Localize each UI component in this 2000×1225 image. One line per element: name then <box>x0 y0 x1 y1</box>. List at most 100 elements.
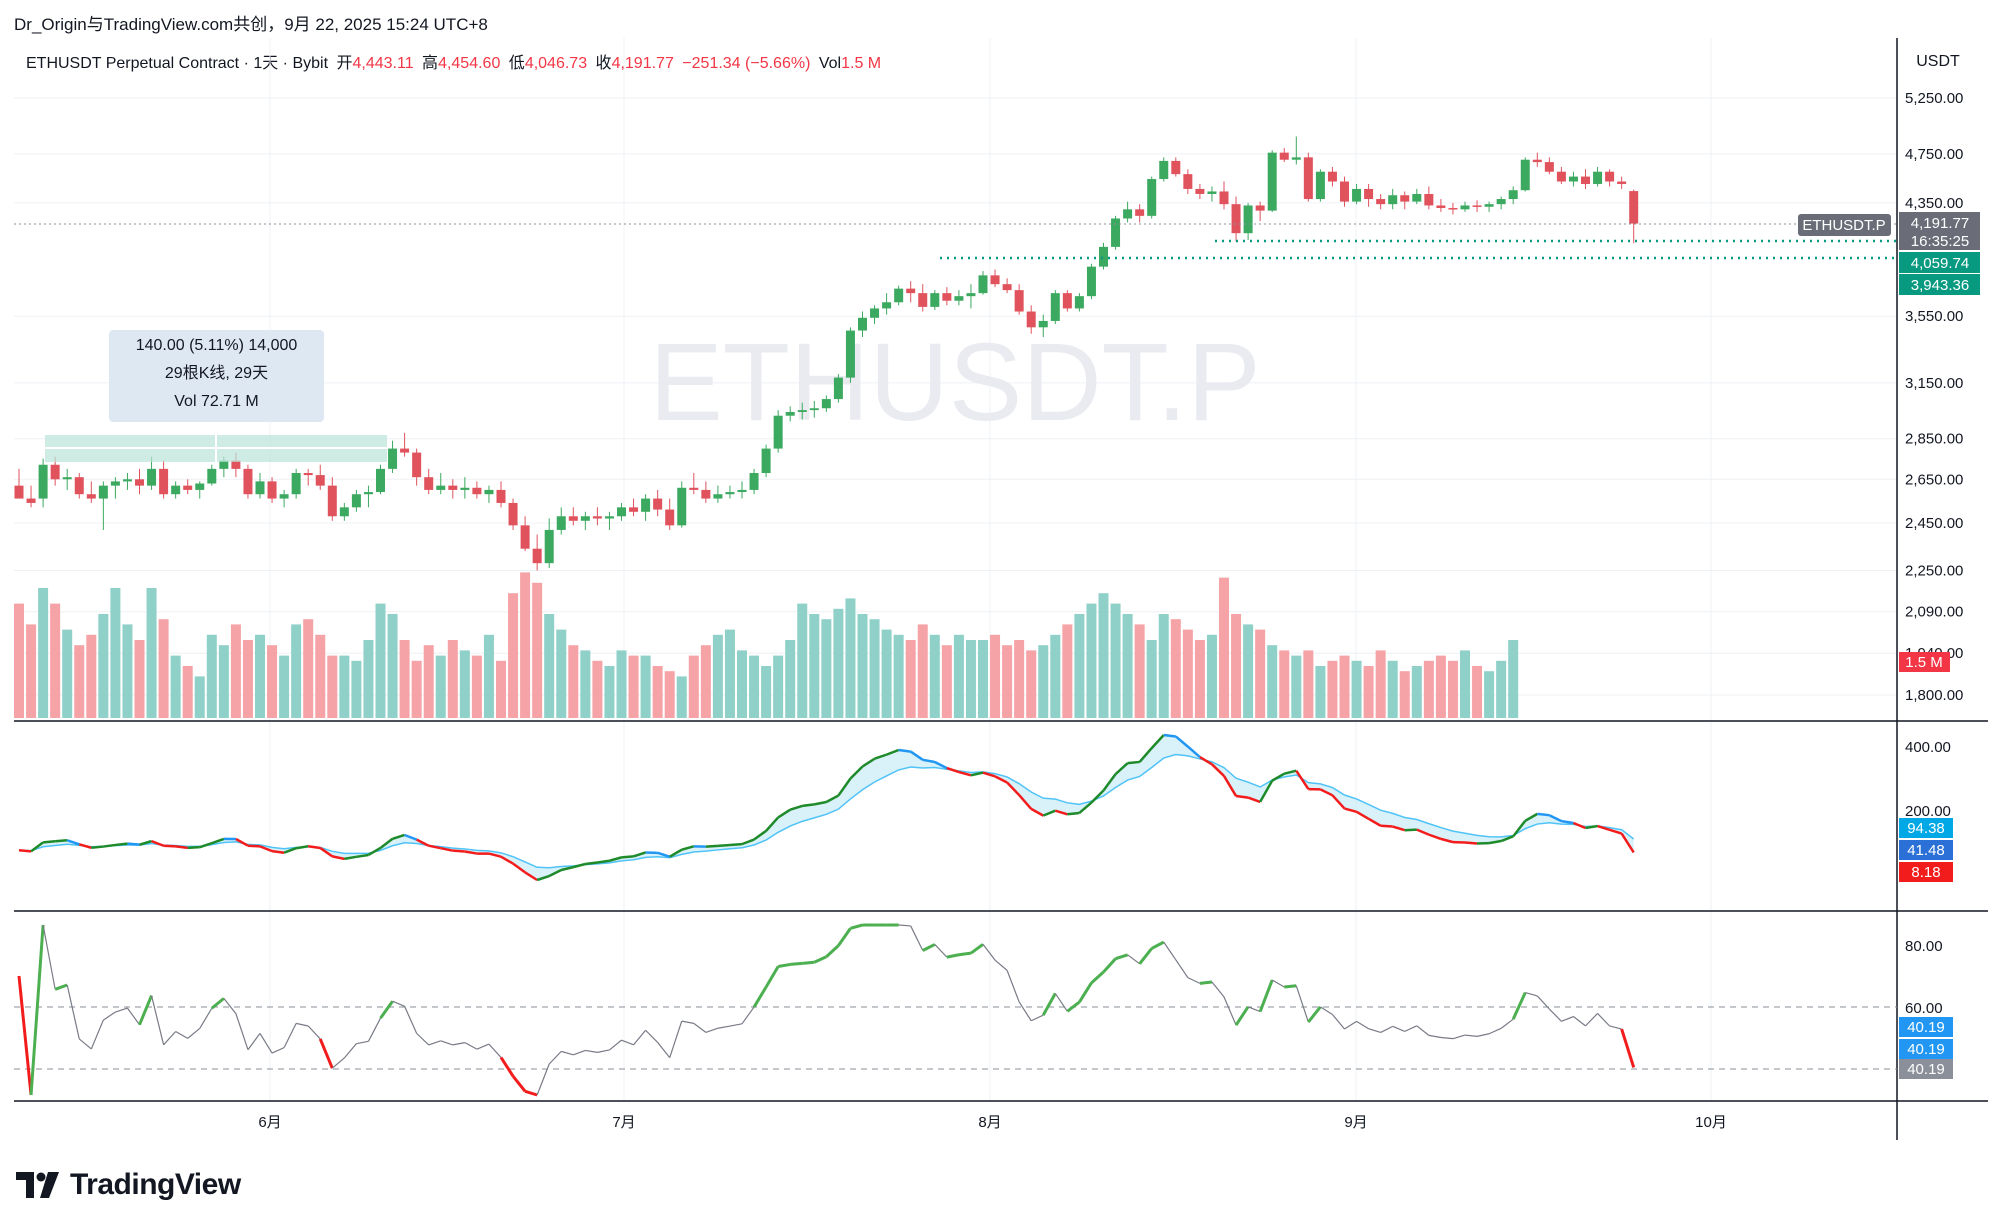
candlesticks <box>14 136 1639 571</box>
osc1-fast-segment <box>1127 760 1140 765</box>
volume-bar <box>483 634 494 718</box>
osc2-segment <box>488 1043 502 1058</box>
osc1-fast-segment <box>259 845 273 853</box>
osc2-segment <box>163 1031 177 1046</box>
osc2-segment <box>1609 1025 1622 1030</box>
candle-body <box>1315 171 1325 200</box>
candle-body <box>388 448 398 469</box>
candle-body <box>424 477 434 490</box>
candle-body <box>508 502 518 526</box>
tradingview-logo[interactable]: TradingView <box>16 1168 241 1202</box>
measure-tooltip: 140.00 (5.11%) 14,000 29根K线, 29天 Vol 72.… <box>109 330 324 422</box>
level2-value: 3,943.36 <box>1911 277 1969 294</box>
candle-body <box>1436 205 1446 209</box>
osc1-fast-segment <box>271 849 285 854</box>
volume-bar <box>291 624 302 718</box>
osc2-segment <box>1368 1028 1381 1033</box>
osc1-fast-segment <box>175 845 188 850</box>
candle-body <box>219 460 229 469</box>
osc2-segment <box>367 1017 382 1042</box>
osc1-fast-segment <box>103 843 116 848</box>
osc2-segment <box>307 1025 321 1040</box>
candle-body <box>918 293 928 307</box>
osc1-tag-1 <box>1899 818 1953 838</box>
symbol-tag-label: ETHUSDT.P <box>1802 217 1885 234</box>
candle-body <box>62 477 72 480</box>
candle-body <box>665 509 675 526</box>
osc1-fast-segment <box>717 843 731 848</box>
osc1-tag-2 <box>1899 840 1953 860</box>
volume-bar <box>688 655 699 718</box>
osc2-segment <box>1041 992 1057 1016</box>
candle-body <box>339 507 349 517</box>
candle-body <box>122 479 132 482</box>
volume-bar <box>375 603 386 718</box>
volume-bar <box>1315 666 1326 718</box>
candle-body <box>858 317 867 331</box>
volume-bar <box>1014 640 1025 718</box>
osc1-tag-1-value: 94.38 <box>1907 820 1945 837</box>
volume-bar <box>1038 645 1049 718</box>
osc2-segment <box>621 1039 634 1046</box>
symbol-legend[interactable]: ETHUSDT Perpetual Contract · 1天 · Bybit … <box>26 49 881 73</box>
price-tick-label: 2,850.00 <box>1905 431 1963 448</box>
osc2-segment <box>1018 1001 1032 1022</box>
legend-change: −251.34 (−5.66%) <box>682 55 811 72</box>
osc2-segment <box>476 1043 490 1050</box>
volume-bar <box>1146 640 1157 718</box>
volume-bar <box>134 640 145 718</box>
osc1-fast-segment <box>1018 794 1033 810</box>
candle-body <box>1340 181 1349 202</box>
osc1-fast-segment <box>1054 809 1068 816</box>
osc2-tag-1-value: 40.19 <box>1907 1019 1945 1036</box>
osc1-fast-segment <box>681 845 695 851</box>
candle-body <box>761 448 771 474</box>
candle-body <box>231 460 241 469</box>
candle-body <box>1327 171 1337 182</box>
time-label-aug: 8月 <box>978 1114 1001 1131</box>
osc1-fast-segment <box>982 771 996 778</box>
osc1-fast-segment <box>729 842 743 847</box>
candle-body <box>701 489 711 499</box>
osc1-fast-segment <box>1090 789 1105 804</box>
volume-bar <box>315 634 326 718</box>
candle-body <box>1183 174 1193 189</box>
osc1-fast-segment <box>1548 814 1562 823</box>
candle-body <box>291 473 301 495</box>
osc1-fast-segment <box>1440 837 1454 844</box>
osc2-segment <box>296 1022 309 1027</box>
osc1-fast-segment <box>1283 769 1297 775</box>
osc1-fast-segment <box>802 803 815 808</box>
currency-selector[interactable]: USDT <box>1916 53 1960 70</box>
candle-body <box>1532 159 1542 163</box>
volume-bar <box>1411 666 1422 718</box>
candle-body <box>906 288 916 294</box>
candle-body <box>1568 176 1578 182</box>
candle-body <box>14 485 24 499</box>
osc2-segment <box>1066 1000 1081 1013</box>
candle-body <box>604 516 614 519</box>
volume-bar <box>447 640 458 718</box>
candle-body <box>376 468 385 493</box>
osc1-fast-segment <box>91 845 104 849</box>
price-axis[interactable]: 5,250.00 4,750.00 4,350.00 3,550.00 3,150.00… <box>1905 90 1963 704</box>
osc1-fast-segment <box>247 844 261 848</box>
price-tick-label: 2,250.00 <box>1905 563 1963 580</box>
osc1-fast-segment <box>1572 821 1586 830</box>
osc1-fast-segment <box>1561 819 1574 825</box>
volume-bar <box>869 619 880 718</box>
osc2-segment <box>1284 984 1297 989</box>
osc2-segment <box>1151 940 1165 950</box>
candle-body <box>1159 160 1169 180</box>
candle-body <box>1279 152 1289 160</box>
legend-symbol[interactable]: ETHUSDT Perpetual Contract · 1天 · Bybit <box>26 55 329 72</box>
osc2-segment <box>524 1089 538 1097</box>
osc1-fast-segment <box>66 839 80 846</box>
volume-tag <box>1899 652 1950 672</box>
volume-bar <box>905 640 916 718</box>
osc2-segment <box>850 923 863 930</box>
candle-body <box>532 548 542 564</box>
osc2-segment <box>1452 1034 1466 1040</box>
volume-bar <box>1219 577 1229 718</box>
